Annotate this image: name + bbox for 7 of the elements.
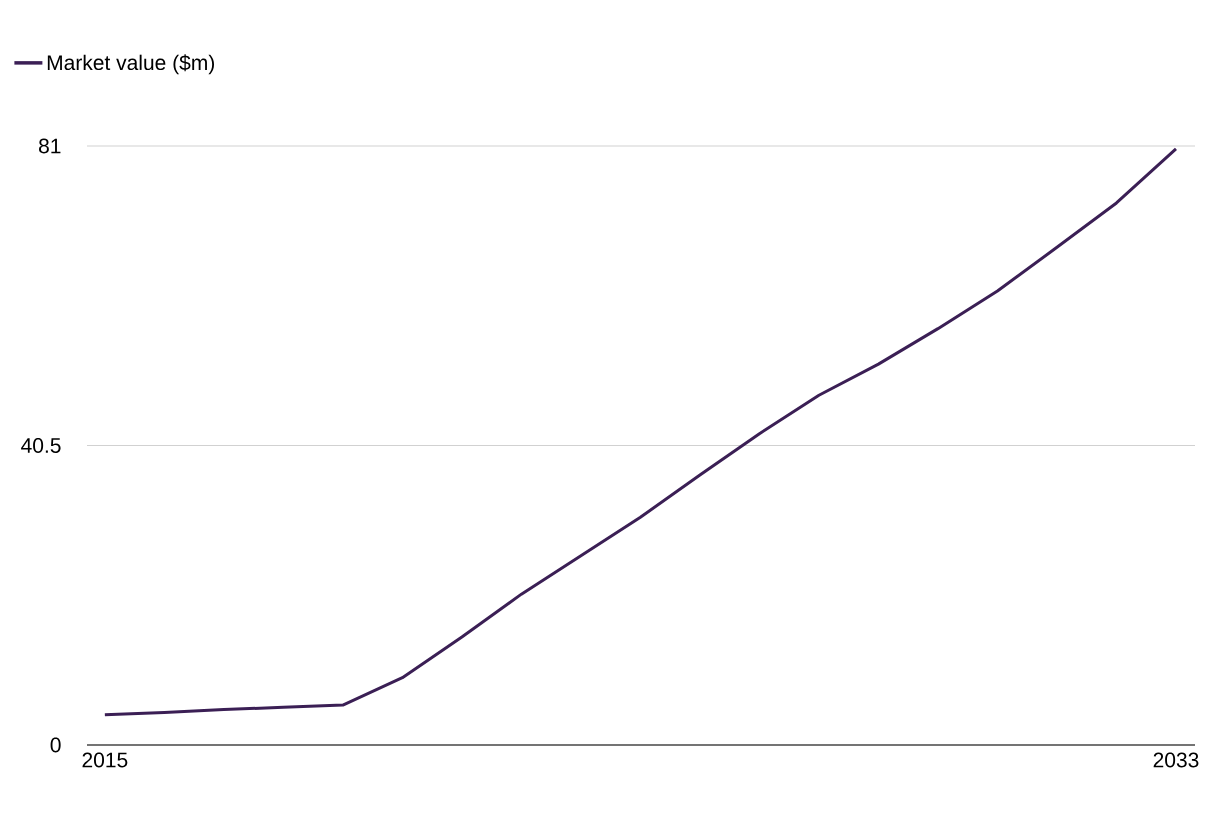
- y-tick-label: 40.5: [21, 438, 61, 453]
- legend-label: Market value ($m): [47, 54, 215, 75]
- line-series: [103, 147, 1178, 717]
- x-tick-label: 2033: [1153, 752, 1199, 768]
- x-tick-label: 2015: [82, 752, 128, 768]
- y-tick-label: 0: [50, 737, 61, 753]
- y-tick-label: 81: [39, 138, 61, 154]
